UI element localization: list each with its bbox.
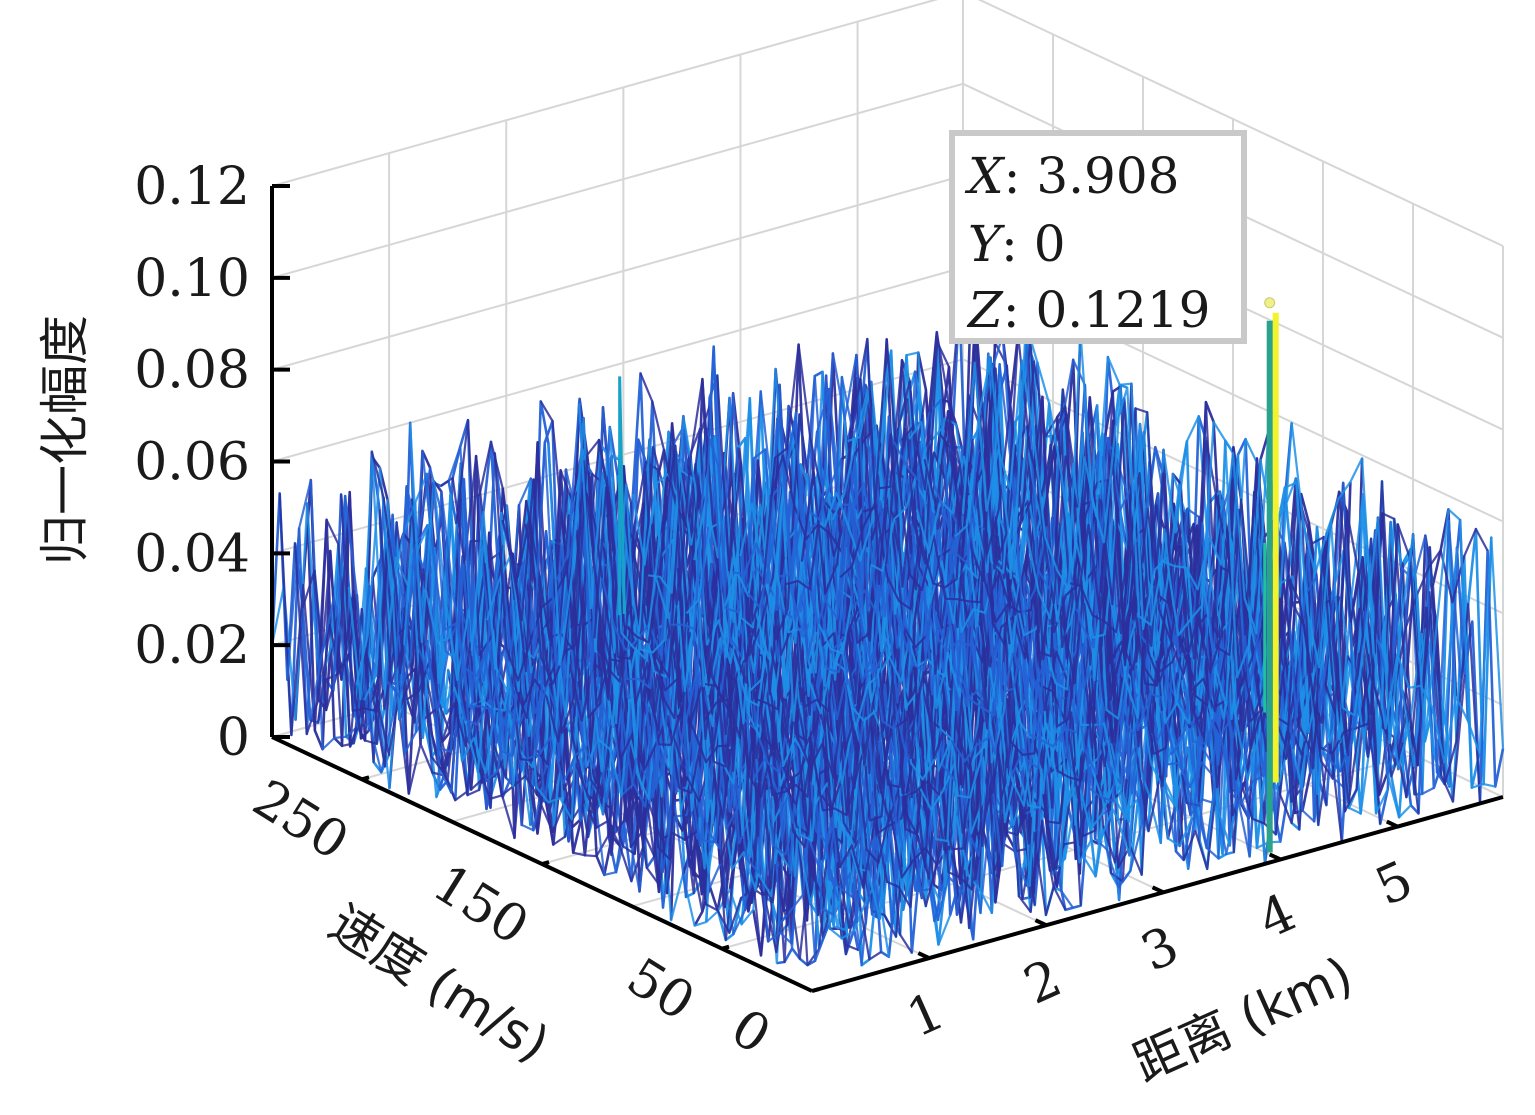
surface-column-line — [908, 385, 1451, 787]
surface-column-line — [639, 372, 1182, 821]
x-tick-mark — [1151, 885, 1165, 895]
datatip-z: Z: 0.1219 — [966, 281, 1210, 339]
y-tick-mark — [721, 944, 730, 951]
surface-column-line — [892, 363, 1435, 796]
x-tick-label: 4 — [1250, 883, 1305, 951]
surface-column-line — [885, 380, 1428, 796]
y-tick-label: 150 — [423, 853, 539, 956]
z-tick-label: 0.12 — [134, 157, 250, 217]
surface-column-line — [662, 444, 1205, 812]
x-tick-label: 5 — [1367, 850, 1422, 918]
z-axis-label: 归一化幅度 — [36, 315, 94, 565]
z-tick-label: 0.04 — [134, 524, 250, 584]
z-tick-label: 0.02 — [134, 616, 250, 676]
datatip-marker — [1264, 297, 1276, 309]
y-tick-label: 50 — [617, 947, 705, 1033]
surface-column-line — [317, 498, 859, 951]
x-tick-mark — [1268, 852, 1282, 862]
secondary-peak-line — [618, 376, 626, 616]
z-tick-label: 0.10 — [134, 249, 250, 309]
x-tick-mark — [917, 951, 930, 960]
peaks — [618, 297, 1279, 853]
noise-surface — [270, 289, 1505, 967]
grid-line — [271, 266, 964, 463]
y-tick-mark — [811, 987, 820, 993]
y-tick-label: 0 — [721, 998, 781, 1066]
datatip: X: 3.908 Y: 0 Z: 0.1219 — [949, 130, 1247, 344]
x-tick-label: 3 — [1133, 915, 1188, 983]
datatip-box — [949, 130, 1247, 344]
datatip-x: X: 3.908 — [964, 147, 1180, 205]
z-tick-label: 0.08 — [134, 341, 250, 401]
x-tick-label: 1 — [899, 981, 954, 1049]
x-tick-label: 2 — [1016, 948, 1071, 1016]
y-tick-mark — [541, 860, 550, 866]
grid-line — [271, 174, 964, 371]
grid-line — [271, 82, 964, 279]
y-tick-mark — [361, 775, 370, 782]
x-tick-mark — [1034, 918, 1048, 928]
surface-column-line — [961, 329, 1505, 764]
x-tick-mark — [1385, 819, 1399, 829]
z-tick-label: 0 — [217, 708, 250, 768]
grid-line — [271, 0, 939, 187]
y-tick-label: 250 — [243, 769, 359, 872]
axes — [270, 184, 1504, 993]
datatip-y: Y: 0 — [968, 215, 1066, 273]
surface-column-line — [954, 321, 1496, 789]
z-tick-label: 0.06 — [134, 433, 250, 493]
surface-column-line — [293, 543, 837, 960]
